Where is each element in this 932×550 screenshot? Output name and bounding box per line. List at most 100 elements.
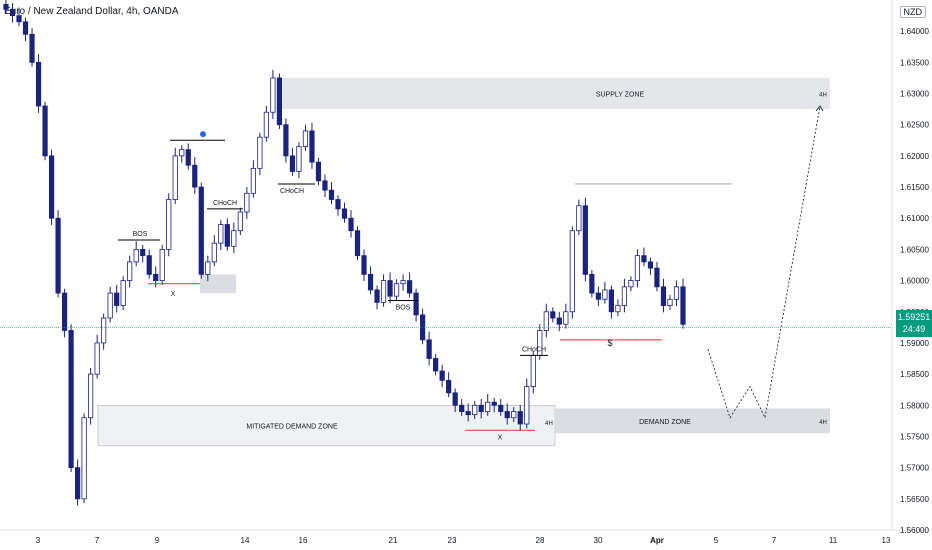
candle-body: [315, 161, 322, 182]
candle-body: [140, 249, 146, 257]
candle-body: [237, 211, 243, 232]
candle-body: [250, 167, 256, 194]
candle-body: [485, 401, 491, 412]
projection-arrow: [815, 105, 824, 112]
candle-body: [75, 467, 81, 500]
x-tick-label: Apr: [650, 536, 664, 545]
candle-body: [68, 330, 74, 469]
x-tick-label: 9: [155, 536, 160, 545]
candle-body: [634, 255, 641, 281]
candle-body: [153, 273, 159, 281]
candle-body: [393, 283, 400, 297]
candle-body: [172, 155, 178, 200]
candle-body: [114, 292, 120, 306]
candle-body: [35, 61, 42, 107]
y-tick-label: 1.61500: [900, 183, 929, 192]
candle-body: [335, 199, 341, 210]
candle-body: [667, 298, 673, 306]
candle-body: [367, 273, 374, 291]
demand-zone: [555, 408, 830, 434]
candle-body: [302, 130, 309, 147]
candle-body: [498, 404, 504, 412]
y-tick-label: 1.58500: [900, 370, 929, 379]
supply-zone-tf: 4H: [819, 93, 827, 99]
candle-body: [81, 417, 87, 500]
candle-body: [595, 292, 601, 300]
candle-body: [192, 164, 198, 188]
candle-body: [491, 401, 497, 406]
candle-body: [322, 180, 328, 191]
candle-body: [589, 273, 595, 294]
current-price-value: 1.59251: [897, 312, 931, 322]
choch-label-2: CHoCH: [280, 188, 304, 195]
candle-body: [673, 286, 680, 300]
mitigated-zone-label: MITIGATED DEMAND ZONE: [246, 424, 338, 431]
candle-body: [224, 224, 230, 247]
candle-body: [582, 205, 588, 275]
candle-body: [16, 15, 22, 23]
candle-body: [146, 255, 152, 275]
candle-body: [276, 77, 283, 126]
candle-body: [289, 155, 296, 172]
choch-label-3: CHoCH: [522, 346, 546, 353]
candle-body: [42, 105, 48, 157]
candle-body: [205, 261, 211, 275]
candle-body: [374, 289, 380, 303]
candle-body: [107, 292, 113, 319]
y-tick-label: 1.59000: [900, 339, 929, 348]
x-tick-label: 11: [829, 536, 838, 545]
candle-body: [361, 255, 367, 275]
candle-body: [615, 305, 621, 313]
choch-label-1: CHoCH: [213, 200, 237, 207]
candle-body: [387, 280, 393, 297]
candle-body: [400, 280, 406, 285]
candle-body: [465, 411, 471, 416]
mitigated-zone-tf: 4H: [545, 421, 553, 427]
candle-body: [244, 192, 250, 213]
mitigated-demand-zone: [97, 404, 556, 447]
small-zone: [200, 274, 236, 294]
bos-label-1: BOS: [133, 231, 148, 238]
candle-body: [504, 411, 510, 419]
projection-path: [707, 105, 821, 420]
candle-body: [530, 355, 536, 387]
x-tick-label: 28: [536, 536, 545, 545]
candle-body: [3, 3, 9, 10]
candle-body: [120, 280, 126, 306]
candle-body: [426, 339, 432, 359]
candle-body: [61, 292, 68, 331]
candle-body: [602, 289, 608, 300]
candle-body: [231, 230, 237, 247]
candle-body: [354, 230, 361, 257]
candle-body: [283, 124, 289, 157]
candle-body: [94, 342, 100, 375]
x-tick-label: 7: [772, 536, 777, 545]
candle-body: [9, 8, 16, 16]
demand-zone-label: DEMAND ZONE: [639, 419, 691, 426]
candle-body: [452, 392, 458, 406]
y-tick-label: 1.57500: [900, 432, 929, 441]
bos-label-2: BOS: [396, 305, 411, 312]
candle-body: [517, 411, 523, 425]
x-tick-label: 13: [882, 536, 891, 545]
candle-body: [211, 242, 217, 263]
x-tick-label: 30: [594, 536, 603, 545]
x-tick-label: 16: [299, 536, 308, 545]
check-marker-icon: [200, 131, 206, 138]
supply-zone-label: SUPPLY ZONE: [596, 92, 645, 99]
candle-body: [608, 289, 614, 313]
candle-body: [166, 199, 172, 250]
candle-body: [296, 146, 302, 172]
candle-body: [133, 249, 139, 263]
y-tick-label: 1.63500: [900, 58, 929, 67]
candle-body: [48, 155, 55, 219]
currency-label[interactable]: NZD: [899, 6, 926, 18]
candle-body: [550, 311, 556, 319]
candle-body: [654, 267, 660, 288]
candle-body: [576, 205, 582, 232]
candle-body: [478, 404, 484, 412]
candle-body: [218, 224, 224, 244]
candle-body: [263, 111, 269, 138]
